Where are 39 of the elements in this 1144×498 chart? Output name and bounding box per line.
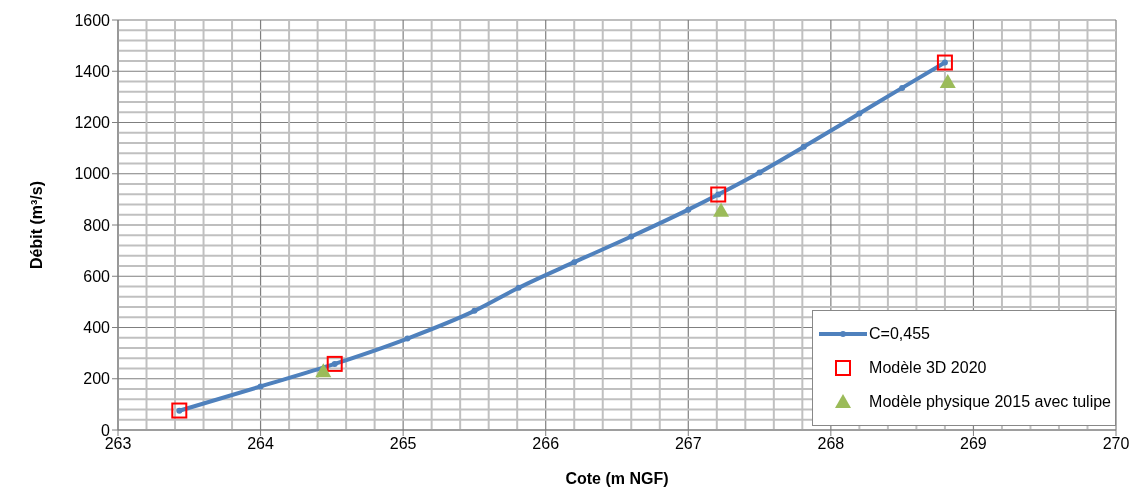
point	[713, 202, 730, 217]
point	[939, 74, 956, 89]
x-tick-label: 268	[817, 435, 845, 453]
point	[628, 233, 635, 240]
y-tick-label: 200	[83, 370, 111, 388]
y-axis-title: Débit (m³/s)	[27, 181, 45, 269]
x-tick-label: 265	[389, 435, 417, 453]
y-tick-label: 1200	[74, 114, 111, 132]
y-tick-label: 1400	[74, 62, 111, 80]
point	[404, 335, 411, 342]
legend-label: C=0,455	[869, 325, 930, 343]
x-axis-title: Cote (m NGF)	[565, 470, 669, 487]
point	[171, 402, 188, 419]
y-tick-label: 600	[83, 267, 111, 285]
point	[685, 206, 692, 213]
y-tick-label: 400	[83, 319, 111, 337]
point	[936, 54, 953, 71]
x-tick-label: 263	[104, 435, 132, 453]
x-tick-label: 269	[960, 435, 987, 453]
y-tick-label: 800	[83, 216, 111, 234]
legend-label: Modèle 3D 2020	[869, 359, 987, 377]
x-tick-label: 267	[674, 435, 702, 453]
point	[515, 284, 522, 291]
x-tick-label: 270	[1102, 435, 1130, 453]
point	[471, 307, 478, 314]
y-tick-label: 1000	[74, 165, 111, 183]
point	[856, 110, 863, 117]
point	[315, 363, 332, 378]
point	[756, 169, 763, 176]
point	[326, 355, 343, 372]
y-tick-label: 1600	[74, 11, 111, 29]
point	[571, 259, 578, 266]
point	[899, 84, 906, 91]
legend-label: Modèle physique 2015 avec tulipe	[869, 393, 1111, 411]
x-tick-label: 264	[247, 435, 275, 453]
point	[710, 186, 727, 203]
x-tick-label: 266	[532, 435, 560, 453]
point	[800, 143, 807, 150]
point	[257, 383, 264, 390]
